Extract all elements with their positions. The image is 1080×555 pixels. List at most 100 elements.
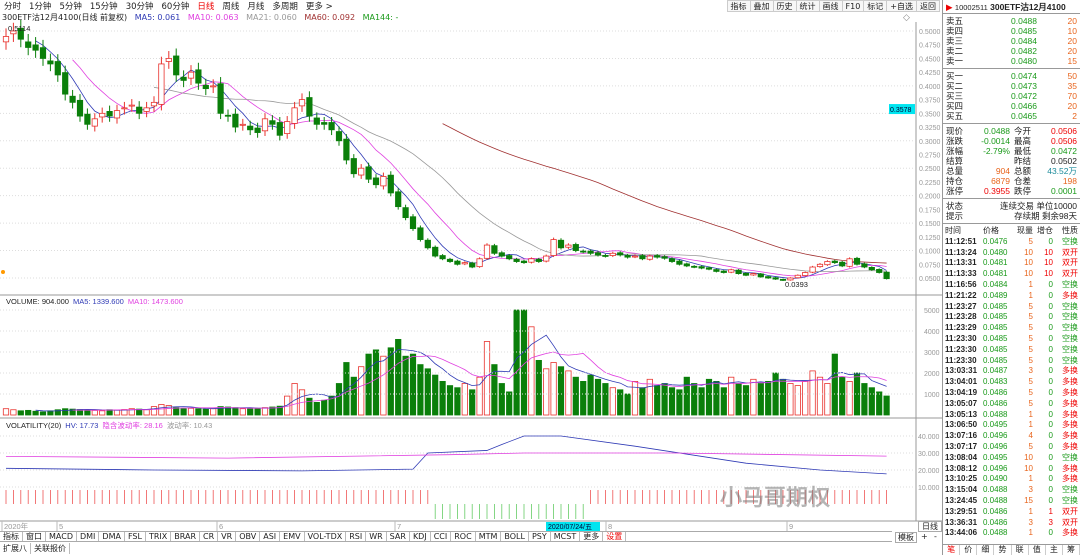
level-volume: 70 — [1067, 91, 1077, 101]
tick-time: 13:10:25 — [945, 474, 978, 484]
period-tab-8[interactable]: 月线 — [247, 2, 265, 12]
candle — [239, 123, 246, 126]
tool-button-0[interactable]: 指标 — [726, 0, 751, 12]
tool-button-8[interactable]: 返回 — [916, 0, 940, 12]
period-tab-7[interactable]: 周线 — [222, 2, 240, 12]
indicator-tab-15[interactable]: WR — [366, 532, 387, 541]
period-tab-9[interactable]: 多周期 — [272, 2, 298, 12]
volume-bar — [676, 389, 683, 416]
period-tab-2[interactable]: 5分钟 — [59, 2, 82, 12]
period-tab-0[interactable]: 分时 — [4, 2, 22, 12]
indicator-tab-0[interactable]: 指标 — [0, 532, 23, 541]
indicator-tab-20[interactable]: MTM — [476, 532, 502, 541]
indicator-tab-16[interactable]: SAR — [387, 532, 410, 541]
panel-tab-1[interactable]: 价 — [960, 545, 978, 555]
volume-bar — [550, 362, 557, 416]
panel-tab-2[interactable]: 细 — [977, 545, 995, 555]
ext-tab-0[interactable]: 扩展八 — [0, 543, 31, 554]
template-button[interactable]: 模板 — [895, 532, 917, 543]
tick-price: 0.0481 — [983, 269, 1008, 279]
tool-button-3[interactable]: 统计 — [795, 0, 820, 12]
indicator-tab-3[interactable]: DMI — [77, 532, 100, 541]
candle — [402, 207, 409, 219]
panel-tab-5[interactable]: 值 — [1029, 545, 1046, 555]
indicator-tab-25[interactable]: 设置 — [603, 532, 627, 541]
indicator-tab-6[interactable]: TRIX — [146, 532, 172, 541]
buy-level[interactable]: 买一 0.0474 50 — [943, 71, 1080, 81]
collapse-handle[interactable] — [1, 270, 5, 274]
buy-level[interactable]: 买五 0.0465 2 — [943, 111, 1080, 121]
candle — [165, 58, 172, 62]
sell-level[interactable]: 卖三 0.0484 20 — [943, 36, 1080, 46]
level-price: 0.0488 — [1011, 16, 1037, 26]
tick-oi-change: 0 — [1048, 333, 1053, 343]
panel-tab-0[interactable]: 笔 — [943, 545, 961, 555]
zoom-in-button[interactable]: + — [921, 532, 928, 541]
indicator-tab-11[interactable]: ASI — [260, 532, 281, 541]
hv-line — [5, 435, 887, 475]
axis-mode-button[interactable]: 日线 — [918, 521, 942, 532]
panel-tab-4[interactable]: 联 — [1012, 545, 1029, 555]
candle — [173, 55, 180, 76]
tool-button-6[interactable]: 标记 — [863, 0, 888, 12]
panel-tab-3[interactable]: 势 — [994, 545, 1012, 555]
tool-button-1[interactable]: 叠加 — [749, 0, 774, 12]
volume-bar — [224, 406, 232, 416]
panel-tab-6[interactable]: 主 — [1046, 545, 1063, 555]
sell-level[interactable]: 卖四 0.0485 10 — [943, 26, 1080, 36]
indicator-tab-23[interactable]: MCST — [551, 532, 581, 541]
indicator-tab-1[interactable]: 窗口 — [23, 532, 46, 541]
indicator-tab-21[interactable]: BOLL — [501, 532, 529, 541]
period-tab-1[interactable]: 1分钟 — [29, 2, 52, 12]
sell-level[interactable]: 卖一 0.0480 15 — [943, 56, 1080, 66]
indicator-tab-8[interactable]: CR — [200, 532, 219, 541]
period-tab-3[interactable]: 15分钟 — [89, 2, 118, 12]
settings-icon[interactable]: ◇ — [903, 12, 910, 22]
indicator-tab-9[interactable]: VR — [218, 532, 237, 541]
indicator-tab-17[interactable]: KDJ — [410, 532, 431, 541]
volume-bar — [491, 364, 498, 416]
indicator-tab-14[interactable]: RSI — [346, 532, 367, 541]
price-tick: 0.1250 — [919, 235, 941, 242]
volume-bar — [617, 389, 624, 416]
tool-button-5[interactable]: F10 — [841, 0, 865, 12]
indicator-tab-24[interactable]: 更多 — [580, 532, 604, 541]
candle — [587, 250, 594, 254]
candle — [617, 252, 624, 256]
level-volume: 10 — [1067, 26, 1077, 36]
ext-tab-1[interactable]: 关联报价 — [31, 543, 70, 554]
indicator-tab-2[interactable]: MACD — [46, 532, 77, 541]
date-label: 2020年 — [4, 521, 29, 531]
indicator-tab-13[interactable]: VOL-TDX — [305, 532, 347, 541]
tick-list[interactable]: 时间 价格 现量 增仓 性质 11:12:51 0.0476 5 0 空换 11:13:24 0.04… — [943, 226, 1080, 539]
sell-level[interactable]: 卖五 0.0488 20 — [943, 16, 1080, 26]
sell-level[interactable]: 卖二 0.0482 20 — [943, 46, 1080, 56]
period-tab-6[interactable]: 日线 — [197, 2, 215, 12]
volume-bar — [469, 389, 476, 416]
indicator-tab-12[interactable]: EMV — [280, 532, 305, 541]
candle — [25, 41, 32, 48]
buy-level[interactable]: 买二 0.0473 35 — [943, 81, 1080, 91]
period-tab-5[interactable]: 60分钟 — [161, 2, 190, 12]
indicator-tab-19[interactable]: ROC — [451, 532, 476, 541]
stat-value: -0.0014 — [981, 136, 1010, 146]
indicator-tab-22[interactable]: PSY — [529, 532, 551, 541]
level-label: 买三 — [946, 91, 964, 101]
panel-tab-7[interactable]: 筹 — [1063, 545, 1080, 555]
buy-level[interactable]: 买三 0.0472 70 — [943, 91, 1080, 101]
kline-chart[interactable]: 0.5000 0.4750 0.4500 0.4250 0.4000 0.3750 0.35… — [0, 0, 942, 531]
level-price: 0.0465 — [1011, 111, 1037, 121]
period-tab-4[interactable]: 30分钟 — [125, 2, 154, 12]
indicator-tab-10[interactable]: OBV — [236, 532, 261, 541]
indicator-tab-7[interactable]: BRAR — [171, 532, 201, 541]
indicator-tab-5[interactable]: FSL — [125, 532, 146, 541]
indicator-tab-4[interactable]: DMA — [99, 532, 125, 541]
period-tab-10[interactable]: 更多 > — [305, 2, 333, 12]
indicator-tab-18[interactable]: CCI — [431, 532, 452, 541]
volume-bar — [47, 410, 54, 416]
tick-time: 11:23:30 — [945, 333, 977, 343]
tool-button-4[interactable]: 画线 — [818, 0, 843, 12]
buy-level[interactable]: 买四 0.0466 20 — [943, 101, 1080, 111]
tick-price: 0.0486 — [983, 387, 1008, 397]
zoom-out-button[interactable]: - — [934, 532, 937, 541]
